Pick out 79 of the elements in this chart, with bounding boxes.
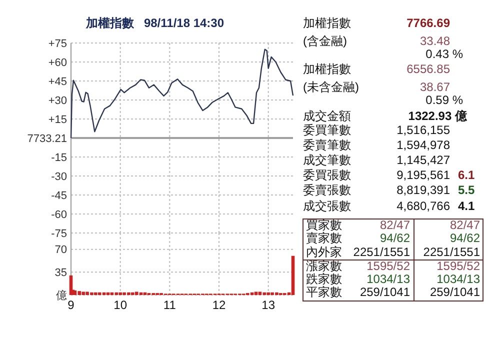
bar [134,292,138,295]
y-tick-label: +60 [48,56,67,69]
text: 1034/13 [366,272,410,286]
text: 7733.21 [27,132,67,145]
text: 5.5 [458,183,476,197]
text: 259/1041 [430,285,480,299]
text: 8,819,391 [396,183,450,197]
text: 4.1 [458,199,476,213]
x-tick-label: 11 [163,298,176,312]
text: 4,680,766 [396,199,450,213]
y-tick-label: -30 [51,170,67,183]
text: 94/62 [450,231,480,245]
text: 1,594,978 [396,138,450,152]
text: 2251/1551 [353,245,410,259]
bar [78,291,82,295]
text: 6.1 [458,168,476,182]
text: 6556.85 [406,62,450,76]
line-series [70,48,294,139]
text: 委買張數 [303,168,351,182]
x-tick-label: 12 [212,298,226,312]
chart-title: 加權指數 98/11/18 14:30 [84,16,224,30]
text: 82/47 [450,218,480,232]
text: 94/62 [380,231,410,245]
text: 9,195,561 [396,168,450,182]
text: 259/1041 [360,285,410,299]
text: 賣家數 [306,231,342,245]
bar [291,256,295,295]
text: 委買筆數 [303,123,351,137]
y-tick-label: +45 [48,76,67,88]
bar [114,292,118,295]
text: 成交筆數 [303,153,351,167]
text: 內外家 [306,245,342,259]
bar [266,292,270,295]
y-tick-label: 35 [54,267,67,280]
bar [258,292,262,295]
y-tick-label: -60 [51,208,67,221]
y-tick-label: -45 [51,190,67,202]
text: 1,145,427 [396,153,450,167]
text: (含金融) [303,34,347,48]
y-tick-label: 70 [54,244,67,256]
text: 委賣張數 [303,183,351,197]
text: 加權指數 [303,16,351,30]
bar [98,292,102,295]
text: 買家數 [306,218,342,232]
y-tick-label: -15 [51,152,67,164]
x-tick-label: 13 [262,298,276,312]
text: 33.48 [420,34,450,48]
text: 1,516,155 [396,123,450,137]
y-tick-label: -75 [51,228,67,240]
text: 委賣筆數 [303,138,351,152]
y-tick-label: 億 [56,288,67,302]
bar [118,292,122,295]
text: 加權指數 [303,62,351,76]
text: 82/47 [380,218,410,232]
text: 1322.93 億 [408,109,468,123]
y-tick-label: +15 [48,114,67,126]
text: 1595/52 [366,259,410,273]
bar [254,292,258,295]
text: 7766.69 [406,16,450,30]
bar [94,292,98,295]
bar [82,292,85,295]
text: 成交張數 [303,199,351,213]
text: 1034/13 [436,272,480,286]
y-tick-label: +75 [48,38,67,50]
text: (未含金融) [303,80,359,94]
bar [131,292,134,295]
y-tick-label: +30 [48,94,67,107]
text: 成交金額 [303,109,351,123]
text: 38.67 [420,80,450,94]
text: 2251/1551 [423,245,480,259]
text: 平家數 [306,285,342,299]
text: 0.59 % [426,93,464,107]
x-tick-label: 10 [114,298,128,312]
x-tick-label: 9 [68,298,75,312]
text: 0.43 % [426,47,464,61]
bar [262,292,266,295]
text: 漲家數 [306,259,342,273]
text: 1595/52 [436,259,480,273]
text: 跌家數 [306,272,342,286]
